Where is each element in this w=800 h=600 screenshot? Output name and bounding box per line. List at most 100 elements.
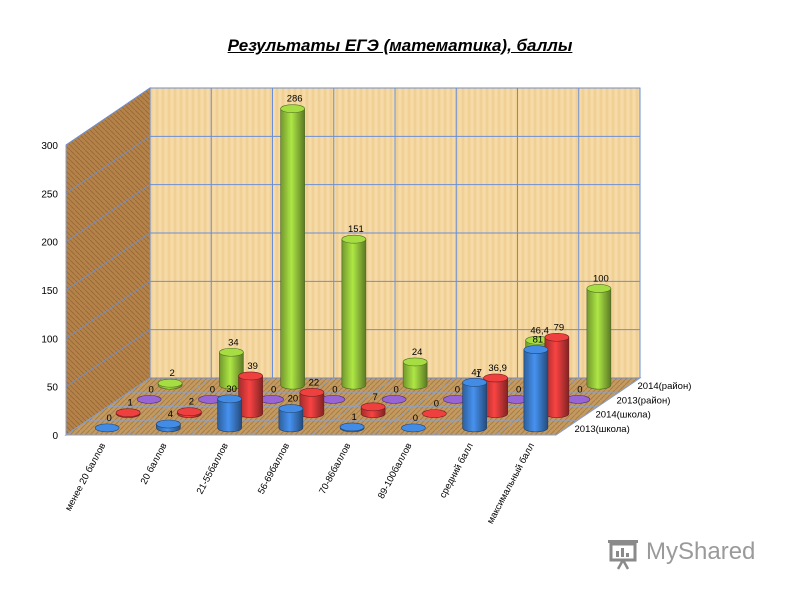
bar-2013(школа)-0: 0 (94, 413, 120, 433)
category-label: 89-100баллов (376, 441, 415, 501)
data-label: 2 (189, 397, 194, 408)
bar-top (156, 419, 181, 429)
data-label: 24 (412, 347, 423, 358)
data-label: 0 (455, 384, 460, 395)
bar-body (544, 336, 570, 418)
bar-top (259, 395, 284, 404)
y-tick-label: 0 (52, 431, 58, 442)
y-axis-ticks: 0 50 100 150 200 250 300 (41, 141, 58, 442)
data-label: 20 (288, 394, 299, 405)
data-label: 0 (577, 384, 582, 395)
y-tick-label: 200 (41, 238, 58, 249)
bar-body (217, 398, 242, 433)
bar-2014(район)-1: 34 (219, 337, 244, 390)
data-label: 2 (169, 368, 174, 379)
bar-top (401, 423, 426, 433)
watermark-text: MyShared (646, 538, 756, 565)
gridline-side (65, 87, 151, 146)
data-label: 1 (476, 369, 481, 380)
bar-2013(школа)-1: 4 (156, 409, 181, 433)
data-label: 36,9 (488, 363, 507, 374)
data-label: 0 (516, 384, 521, 395)
bar-2014(школа)-6: 36,9 (483, 363, 508, 418)
bar-body (523, 349, 549, 433)
data-label: 46,4 (530, 325, 549, 336)
bar-2014(район)-7: 100 (586, 273, 612, 390)
bar-top (523, 345, 549, 354)
data-label: 151 (348, 224, 364, 235)
y-tick-label: 250 (41, 189, 58, 200)
bar-top (177, 407, 202, 416)
bar-top (217, 394, 242, 404)
category-label: 70-86баллов (317, 441, 353, 496)
bar-2014(школа)-4: 7 (360, 392, 386, 418)
data-label: 34 (228, 337, 239, 348)
category-label: 56-69баллов (256, 441, 292, 496)
bar-body (462, 382, 487, 433)
series-label: 2014(район) (638, 381, 692, 392)
bar-top (299, 388, 325, 397)
bar-top (422, 409, 447, 418)
bar-2014(школа)-1: 2 (177, 397, 202, 418)
bar-2013(школа)-7: 81 (523, 335, 549, 433)
bar-top (115, 408, 141, 417)
bar-2014(школа)-5: 0 (422, 399, 447, 418)
data-label: 0 (106, 413, 111, 424)
data-label: 0 (434, 399, 439, 410)
bar-top (320, 395, 346, 404)
bar-top (157, 378, 183, 388)
bar-top (402, 357, 428, 367)
bar-body (278, 408, 304, 433)
series-label: 2013(район) (617, 395, 671, 406)
series-axis-labels: 2014(район) 2013(район) 2014(школа) 2013(шк… (575, 381, 692, 435)
bar-top (586, 284, 612, 293)
bar-top (280, 104, 305, 113)
data-label: 1 (351, 412, 356, 423)
bar-body (341, 238, 367, 390)
data-label: 7 (372, 392, 377, 403)
category-label: средний балл (438, 441, 476, 500)
chart-title: Результаты ЕГЭ (математика), баллы (227, 36, 573, 55)
bar-top (339, 422, 365, 432)
data-label: 47 (471, 367, 482, 378)
data-label: 0 (210, 384, 215, 395)
data-label: 0 (148, 384, 153, 395)
bar-2013(район)-4: 0 (381, 384, 407, 404)
x-axis-labels: менее 20 баллов 20 баллов 21-55баллов 56-69… (63, 441, 537, 526)
category-label: максимальный балл (485, 441, 537, 526)
bar-body (280, 108, 305, 390)
bar-2014(школа)-2: 39 (238, 361, 263, 418)
bar-2013(школа)-2: 30 (217, 384, 242, 433)
bar-2014(район)-2: 286 (280, 94, 305, 390)
bar-top (565, 395, 591, 404)
bar-2013(школа)-5: 0 (401, 413, 426, 433)
bar-top (238, 371, 263, 381)
bar-top (381, 395, 407, 404)
data-label: 81 (533, 335, 544, 346)
bar-top (360, 402, 386, 412)
bar-2013(школа)-6: 47 (462, 367, 487, 433)
series-label: 2014(школа) (596, 410, 651, 421)
data-label: 0 (332, 384, 337, 395)
bar-2013(школа)-4: 1 (339, 412, 365, 433)
data-label: 22 (309, 377, 320, 388)
bar-top (136, 395, 162, 404)
data-label: 1 (127, 398, 132, 409)
bar-top (544, 332, 570, 342)
gridline-side (65, 329, 151, 387)
bar-2014(район)-4: 24 (402, 347, 428, 390)
data-label: 100 (593, 273, 609, 284)
bar-body (586, 288, 612, 390)
watermark: MyShared (606, 536, 776, 572)
data-label: 79 (554, 322, 565, 333)
bar-top (341, 234, 367, 244)
data-label: 30 (226, 384, 237, 395)
gridline-side (65, 136, 151, 194)
bar-body (402, 361, 428, 390)
bar-2014(школа)-0: 1 (115, 398, 141, 418)
bar-2014(район)-3: 151 (341, 224, 367, 390)
data-label: 0 (393, 384, 398, 395)
y-tick-label: 50 (47, 383, 59, 394)
